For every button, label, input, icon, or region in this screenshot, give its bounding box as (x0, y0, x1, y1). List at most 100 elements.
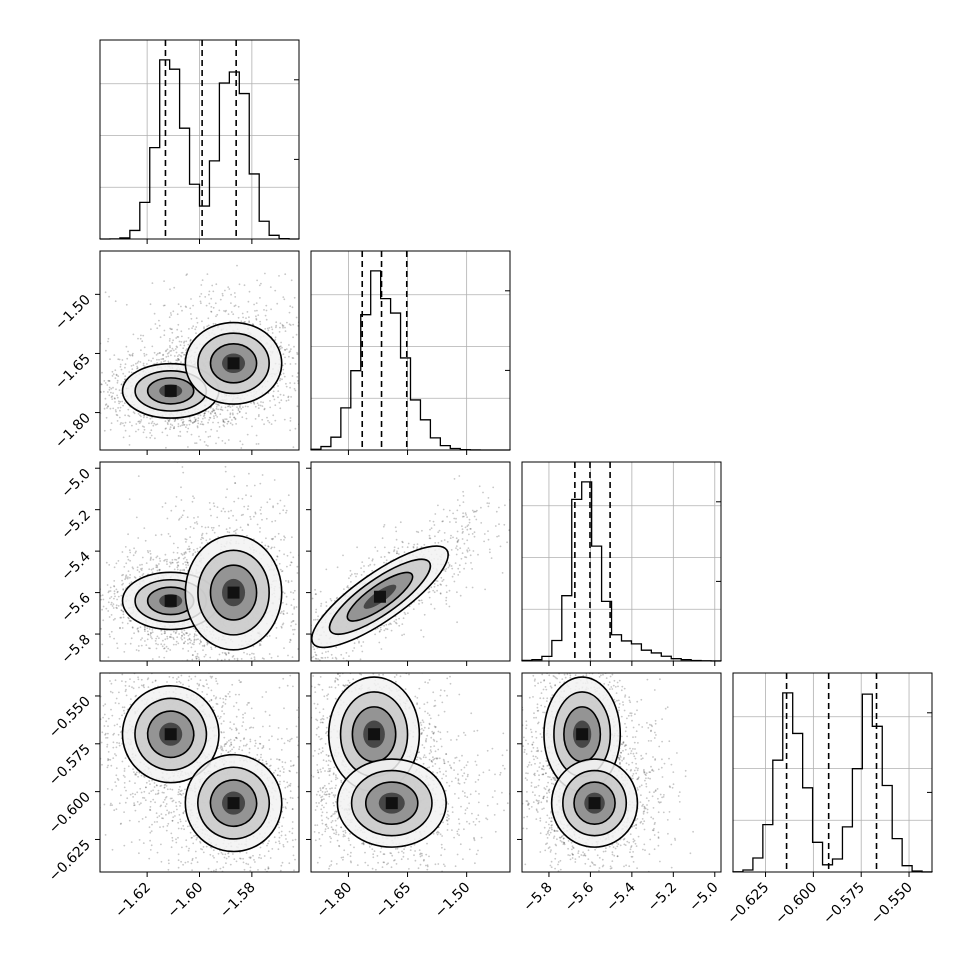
sample-point (113, 397, 116, 400)
sample-point (459, 594, 462, 597)
sample-point (294, 623, 297, 626)
sample-point (222, 421, 225, 423)
sample-point (100, 391, 102, 393)
sample-point (325, 337, 327, 339)
sample-point (225, 496, 227, 499)
sample-point (194, 442, 196, 444)
sample-point (126, 622, 129, 625)
sample-point (282, 636, 284, 638)
sample-point (183, 340, 186, 343)
sample-point (131, 424, 133, 427)
sample-point (165, 650, 168, 653)
sample-point (199, 423, 202, 425)
sample-point (304, 651, 306, 653)
sample-point (176, 346, 179, 349)
sample-point (287, 395, 290, 398)
sample-point (179, 435, 182, 437)
sample-point (489, 551, 491, 554)
sample-point (230, 509, 233, 512)
sample-point (209, 508, 212, 511)
sample-point (442, 578, 445, 581)
sample-point (153, 422, 156, 425)
sample-point (140, 569, 143, 571)
sample-point (308, 682, 310, 684)
density-peak (164, 594, 177, 607)
sample-point (190, 420, 192, 423)
sample-point (233, 658, 236, 660)
density-peak (227, 357, 240, 370)
sample-point (200, 420, 203, 423)
sample-point (119, 423, 122, 426)
sample-point (187, 337, 190, 339)
sample-point (156, 635, 159, 638)
sample-point (117, 595, 120, 598)
sample-point (109, 635, 111, 638)
sample-point (144, 539, 147, 542)
sample-point (280, 610, 283, 613)
sample-point (285, 666, 287, 668)
sample-point (194, 551, 197, 553)
sample-point (154, 640, 157, 642)
sample-point (163, 280, 166, 282)
sample-point (222, 420, 225, 422)
sample-point (216, 430, 219, 432)
sample-point (186, 430, 189, 433)
sample-point (197, 516, 199, 518)
sample-point (184, 305, 187, 308)
sample-point (131, 354, 134, 357)
sample-point (187, 564, 190, 566)
sample-point (196, 321, 199, 324)
sample-point (49, 560, 51, 562)
sample-point (185, 538, 188, 541)
sample-point (282, 509, 285, 512)
sample-point (249, 518, 252, 520)
sample-point (118, 358, 121, 361)
sample-point (143, 415, 146, 417)
sample-point (194, 522, 196, 524)
sample-point (174, 558, 176, 561)
sample-point (154, 437, 156, 440)
sample-point (152, 567, 155, 570)
sample-point (233, 416, 236, 419)
sample-point (271, 665, 273, 667)
sample-point (155, 423, 157, 426)
sample-point (294, 363, 297, 365)
sample-point (227, 680, 229, 682)
sample-point (264, 725, 266, 727)
sample-point (131, 566, 134, 569)
density-contour (184, 321, 283, 405)
sample-point (249, 676, 251, 678)
sample-point (152, 357, 154, 360)
sample-point (401, 540, 404, 543)
sample-point (282, 353, 285, 356)
sample-point (112, 607, 115, 609)
sample-point (268, 653, 271, 655)
sample-point (185, 566, 188, 569)
sample-point (88, 576, 90, 578)
sample-point (137, 627, 139, 630)
sample-point (188, 550, 191, 553)
sample-point (218, 309, 221, 312)
sample-point (315, 654, 318, 657)
sample-point (185, 564, 187, 566)
sample-point (308, 518, 310, 520)
sample-point (167, 647, 170, 650)
sample-point (139, 414, 141, 417)
sample-point (304, 638, 306, 640)
sample-point (133, 576, 136, 578)
sample-point (103, 407, 106, 410)
sample-point (291, 306, 294, 309)
sample-point (183, 553, 186, 556)
sample-point (143, 527, 146, 529)
sample-point (125, 575, 127, 578)
sample-point (243, 667, 245, 669)
sample-point (334, 528, 336, 530)
sample-point (281, 325, 284, 327)
sample-point (518, 504, 520, 506)
density-peak (227, 586, 240, 599)
sample-point (371, 559, 374, 562)
sample-point (251, 652, 253, 655)
sample-point (149, 436, 152, 439)
sample-point (97, 399, 99, 401)
sample-point (122, 588, 125, 591)
